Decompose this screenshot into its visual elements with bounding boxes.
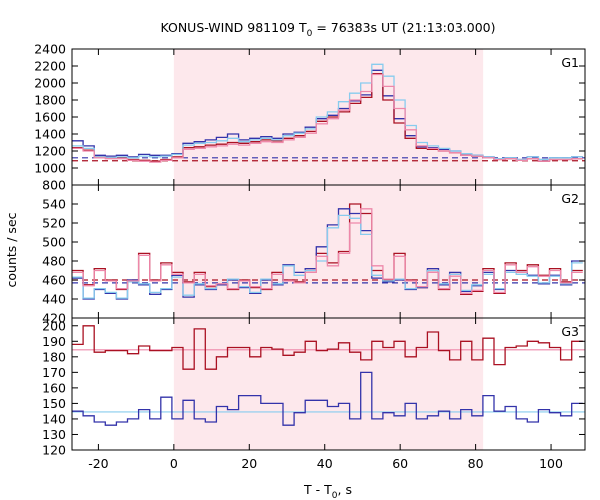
- x-tick-label: 80: [468, 456, 484, 471]
- x-tick-label: 0: [170, 456, 178, 471]
- series-line-1: [72, 325, 583, 370]
- series-line-4: [72, 208, 583, 294]
- x-tick-label: 60: [392, 456, 408, 471]
- x-tick-label: 20: [241, 456, 257, 471]
- y-tick-label: 540: [42, 197, 66, 212]
- y-tick-label: 1400: [34, 127, 66, 142]
- y-tick-label: 2000: [34, 76, 66, 91]
- y-tick-label: 1800: [34, 93, 66, 108]
- chart-title-subscript: 0: [307, 29, 313, 39]
- x-tick-label: 100: [539, 456, 563, 471]
- y-tick-label: 440: [42, 292, 66, 307]
- panel-label-g2: G2: [561, 191, 579, 206]
- y-tick-label: 180: [42, 349, 66, 364]
- panel-plot-area: [72, 325, 585, 426]
- y-axis-label: counts / sec: [4, 212, 19, 287]
- y-tick-label: 800: [42, 178, 66, 193]
- x-tick-label: -20: [88, 456, 108, 471]
- highlight-interval: [173, 318, 484, 450]
- y-tick-label: 520: [42, 216, 66, 231]
- y-tick-label: 420: [42, 311, 66, 326]
- panel-g1: 800 1000 1200 1400 1600 1800 2000 2200 2400 G1: [34, 42, 586, 193]
- y-tick-label: 120: [42, 443, 66, 458]
- y-tick-label: 190: [42, 334, 66, 349]
- series-line-2: [72, 371, 583, 426]
- panel-label-g3: G3: [561, 324, 579, 339]
- series-line-3: [72, 63, 583, 161]
- series-line-4: [72, 73, 583, 163]
- y-tick-label: 2200: [34, 59, 66, 74]
- x-tick-label: 40: [317, 456, 333, 471]
- x-axis-label-subscript: 0: [332, 491, 338, 500]
- y-tick-label: 2400: [34, 42, 66, 57]
- x-axis-label: T - T0, s: [303, 482, 352, 500]
- y-tick-label: 1600: [34, 110, 66, 125]
- panel-plot-area: [72, 63, 585, 163]
- y-tick-label: 170: [42, 365, 66, 380]
- y-tick-label: 140: [42, 411, 66, 426]
- y-tick-label: 460: [42, 273, 66, 288]
- panel-g2: 420 440 460 480 500 520 540 G2: [42, 184, 586, 326]
- panel-label-g1: G1: [561, 55, 579, 70]
- chart-title-rest: = 76383s UT (21:13:03.000): [312, 20, 495, 35]
- x-axis-label-rest: , s: [338, 482, 352, 497]
- panels-group: 80010001200140016001800200022002400G1420…: [34, 42, 586, 471]
- panel-plot-area: [72, 203, 585, 300]
- y-tick-label: 500: [42, 235, 66, 250]
- chart-title: KONUS-WIND 981109 T0 = 76383s UT (21:13:…: [160, 20, 495, 39]
- y-tick-label: 200: [42, 318, 66, 333]
- y-tick-label: 480: [42, 254, 66, 269]
- y-tick-label: 150: [42, 396, 66, 411]
- panel-frame: [71, 317, 586, 451]
- y-tick-label: 1200: [34, 144, 66, 159]
- highlight-interval: [173, 185, 484, 318]
- y-tick-label: 130: [42, 427, 66, 442]
- x-axis-label-main: T - T: [303, 482, 332, 497]
- chart-title-main: KONUS-WIND 981109 T: [160, 20, 306, 35]
- y-tick-label: 160: [42, 380, 66, 395]
- y-tick-label: 1000: [34, 161, 66, 176]
